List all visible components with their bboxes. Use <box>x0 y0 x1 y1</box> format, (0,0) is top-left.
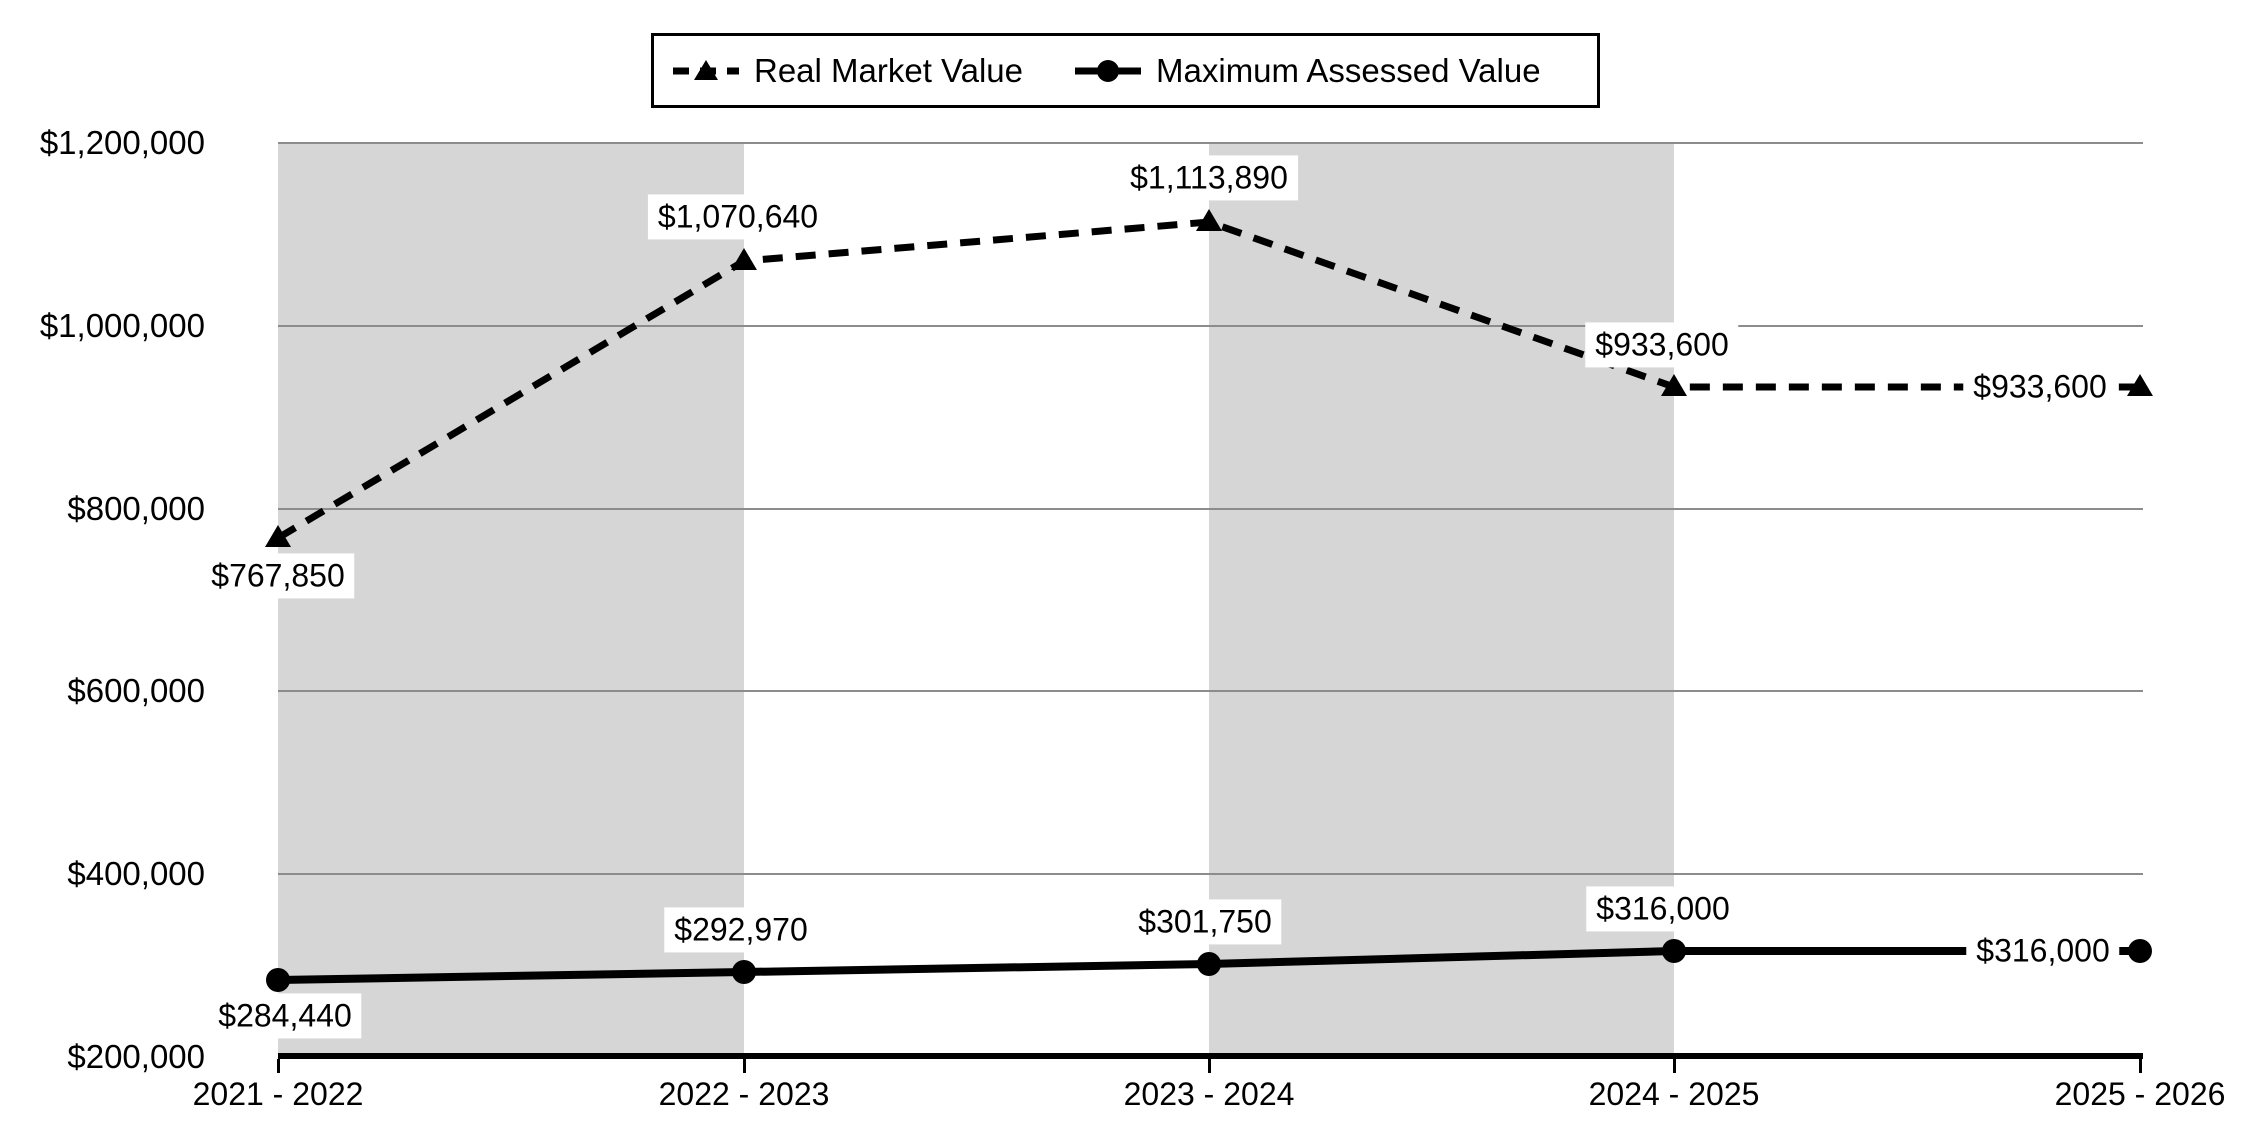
data-label-rmv-2025-2026: $933,600 <box>1963 364 2117 410</box>
data-label-mav-2023-2024: $301,750 <box>1128 899 1282 945</box>
axis-tick <box>1208 1059 1211 1073</box>
circle-marker <box>266 968 290 992</box>
data-label-mav-2024-2025: $316,000 <box>1586 886 1740 932</box>
triangle-marker <box>1661 374 1687 396</box>
legend-label-real-market-value: Real Market Value <box>754 52 1024 89</box>
legend-item-real-market-value: Real Market Value <box>673 54 1023 87</box>
x-axis-line <box>278 1053 2143 1059</box>
data-label-rmv-2022-2023: $1,070,640 <box>647 194 829 240</box>
x-tick-label: 2024 - 2025 <box>1588 1076 1760 1112</box>
x-tick-label: 2022 - 2023 <box>658 1076 830 1112</box>
x-axis-ticks <box>277 1059 2142 1073</box>
y-tick-label: $1,000,000 <box>39 307 205 344</box>
triangle-marker <box>2127 374 2153 396</box>
dashed-line-triangle-icon <box>673 59 739 80</box>
x-tick-label: 2023 - 2024 <box>1123 1076 1295 1112</box>
data-label-rmv-2021-2022: $767,850 <box>201 553 355 599</box>
axis-tick <box>2139 1059 2142 1073</box>
series-markers-maximum-assessed-value <box>266 939 2152 992</box>
data-label-mav-2021-2022: $284,440 <box>208 993 362 1039</box>
legend: Real Market Value Maximum Assessed Value <box>651 33 1600 108</box>
y-tick-label: $1,200,000 <box>39 124 205 161</box>
y-tick-label: $200,000 <box>67 1038 205 1075</box>
axis-tick <box>1673 1059 1676 1073</box>
circle-marker <box>2128 939 2152 963</box>
triangle-marker <box>265 525 291 547</box>
data-label-rmv-2024-2025: $933,600 <box>1585 322 1739 368</box>
y-tick-label: $600,000 <box>67 672 205 709</box>
legend-item-maximum-assessed-value: Maximum Assessed Value <box>1075 54 1541 87</box>
x-tick-label: 2025 - 2026 <box>2054 1076 2226 1112</box>
circle-marker <box>732 960 756 984</box>
background-band-1 <box>278 143 744 1057</box>
data-label-mav-2022-2023: $292,970 <box>664 907 818 953</box>
solid-line-circle-icon <box>1075 59 1142 82</box>
circle-marker <box>1662 939 1686 963</box>
axis-tick <box>277 1059 280 1073</box>
x-tick-label: 2021 - 2022 <box>192 1076 364 1112</box>
y-tick-label: $800,000 <box>67 490 205 527</box>
series-markers-real-market-value <box>265 209 2153 547</box>
circle-marker <box>1197 952 1221 976</box>
data-label-mav-2025-2026: $316,000 <box>1966 928 2120 974</box>
gridlines <box>278 142 2143 875</box>
data-label-rmv-2023-2024: $1,113,890 <box>1120 155 1298 201</box>
triangle-marker <box>731 248 757 270</box>
y-tick-label: $400,000 <box>67 855 205 892</box>
legend-label-maximum-assessed-value: Maximum Assessed Value <box>1156 52 1541 89</box>
axis-tick <box>743 1059 746 1073</box>
triangle-marker <box>1196 209 1222 231</box>
